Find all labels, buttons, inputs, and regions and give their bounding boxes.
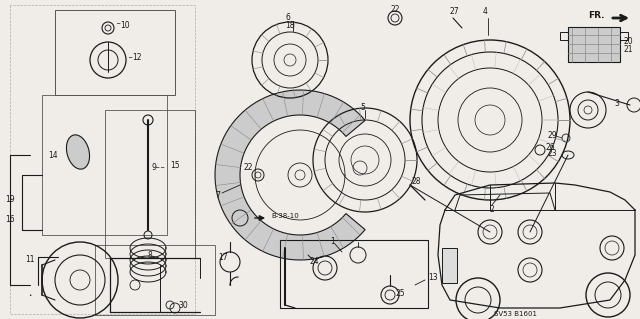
Text: 21: 21 — [624, 46, 634, 55]
Text: 18: 18 — [285, 21, 294, 31]
Text: 8: 8 — [148, 250, 153, 259]
Text: 6: 6 — [285, 12, 290, 21]
Text: 10: 10 — [120, 20, 130, 29]
Bar — [95, 245, 215, 315]
Text: 22: 22 — [243, 164, 253, 173]
Text: ─: ─ — [160, 166, 163, 170]
Text: 2: 2 — [490, 205, 495, 214]
Text: 28: 28 — [412, 177, 422, 187]
Text: 19: 19 — [5, 196, 15, 204]
Text: 26: 26 — [546, 144, 556, 152]
Text: 30: 30 — [178, 300, 188, 309]
Text: 16: 16 — [5, 216, 15, 225]
Text: ─: ─ — [128, 56, 131, 61]
Bar — [560, 32, 568, 40]
Bar — [442, 248, 457, 283]
Text: 22: 22 — [390, 5, 400, 14]
Text: 12: 12 — [132, 54, 141, 63]
Bar — [105, 110, 195, 258]
Text: 27: 27 — [450, 8, 460, 17]
Bar — [280, 240, 428, 308]
Bar — [42, 95, 167, 235]
Text: 7: 7 — [215, 190, 220, 199]
Text: B-38-10: B-38-10 — [271, 213, 299, 219]
Text: ─: ─ — [155, 166, 158, 170]
Bar — [620, 32, 628, 40]
Text: FR.: FR. — [588, 11, 605, 20]
Text: 14: 14 — [48, 151, 58, 160]
Text: 29: 29 — [548, 131, 557, 140]
Text: SV53 B1601: SV53 B1601 — [493, 311, 536, 317]
Text: 13: 13 — [428, 273, 438, 283]
Text: 5: 5 — [360, 103, 365, 113]
Text: •: • — [28, 293, 31, 298]
Bar — [55, 10, 175, 95]
Bar — [568, 27, 620, 62]
Ellipse shape — [67, 135, 90, 169]
Text: 20: 20 — [624, 38, 634, 47]
Text: 17: 17 — [218, 254, 228, 263]
Text: ─: ─ — [116, 23, 119, 27]
Text: 15: 15 — [170, 160, 180, 169]
Text: 3: 3 — [614, 100, 619, 108]
Text: 23: 23 — [548, 149, 557, 158]
Polygon shape — [215, 90, 365, 260]
Text: 25: 25 — [396, 288, 406, 298]
Text: 11: 11 — [25, 256, 35, 264]
Text: 1: 1 — [330, 238, 335, 247]
Text: 9: 9 — [152, 164, 157, 173]
Text: 4: 4 — [483, 8, 488, 17]
Text: 24: 24 — [310, 257, 319, 266]
